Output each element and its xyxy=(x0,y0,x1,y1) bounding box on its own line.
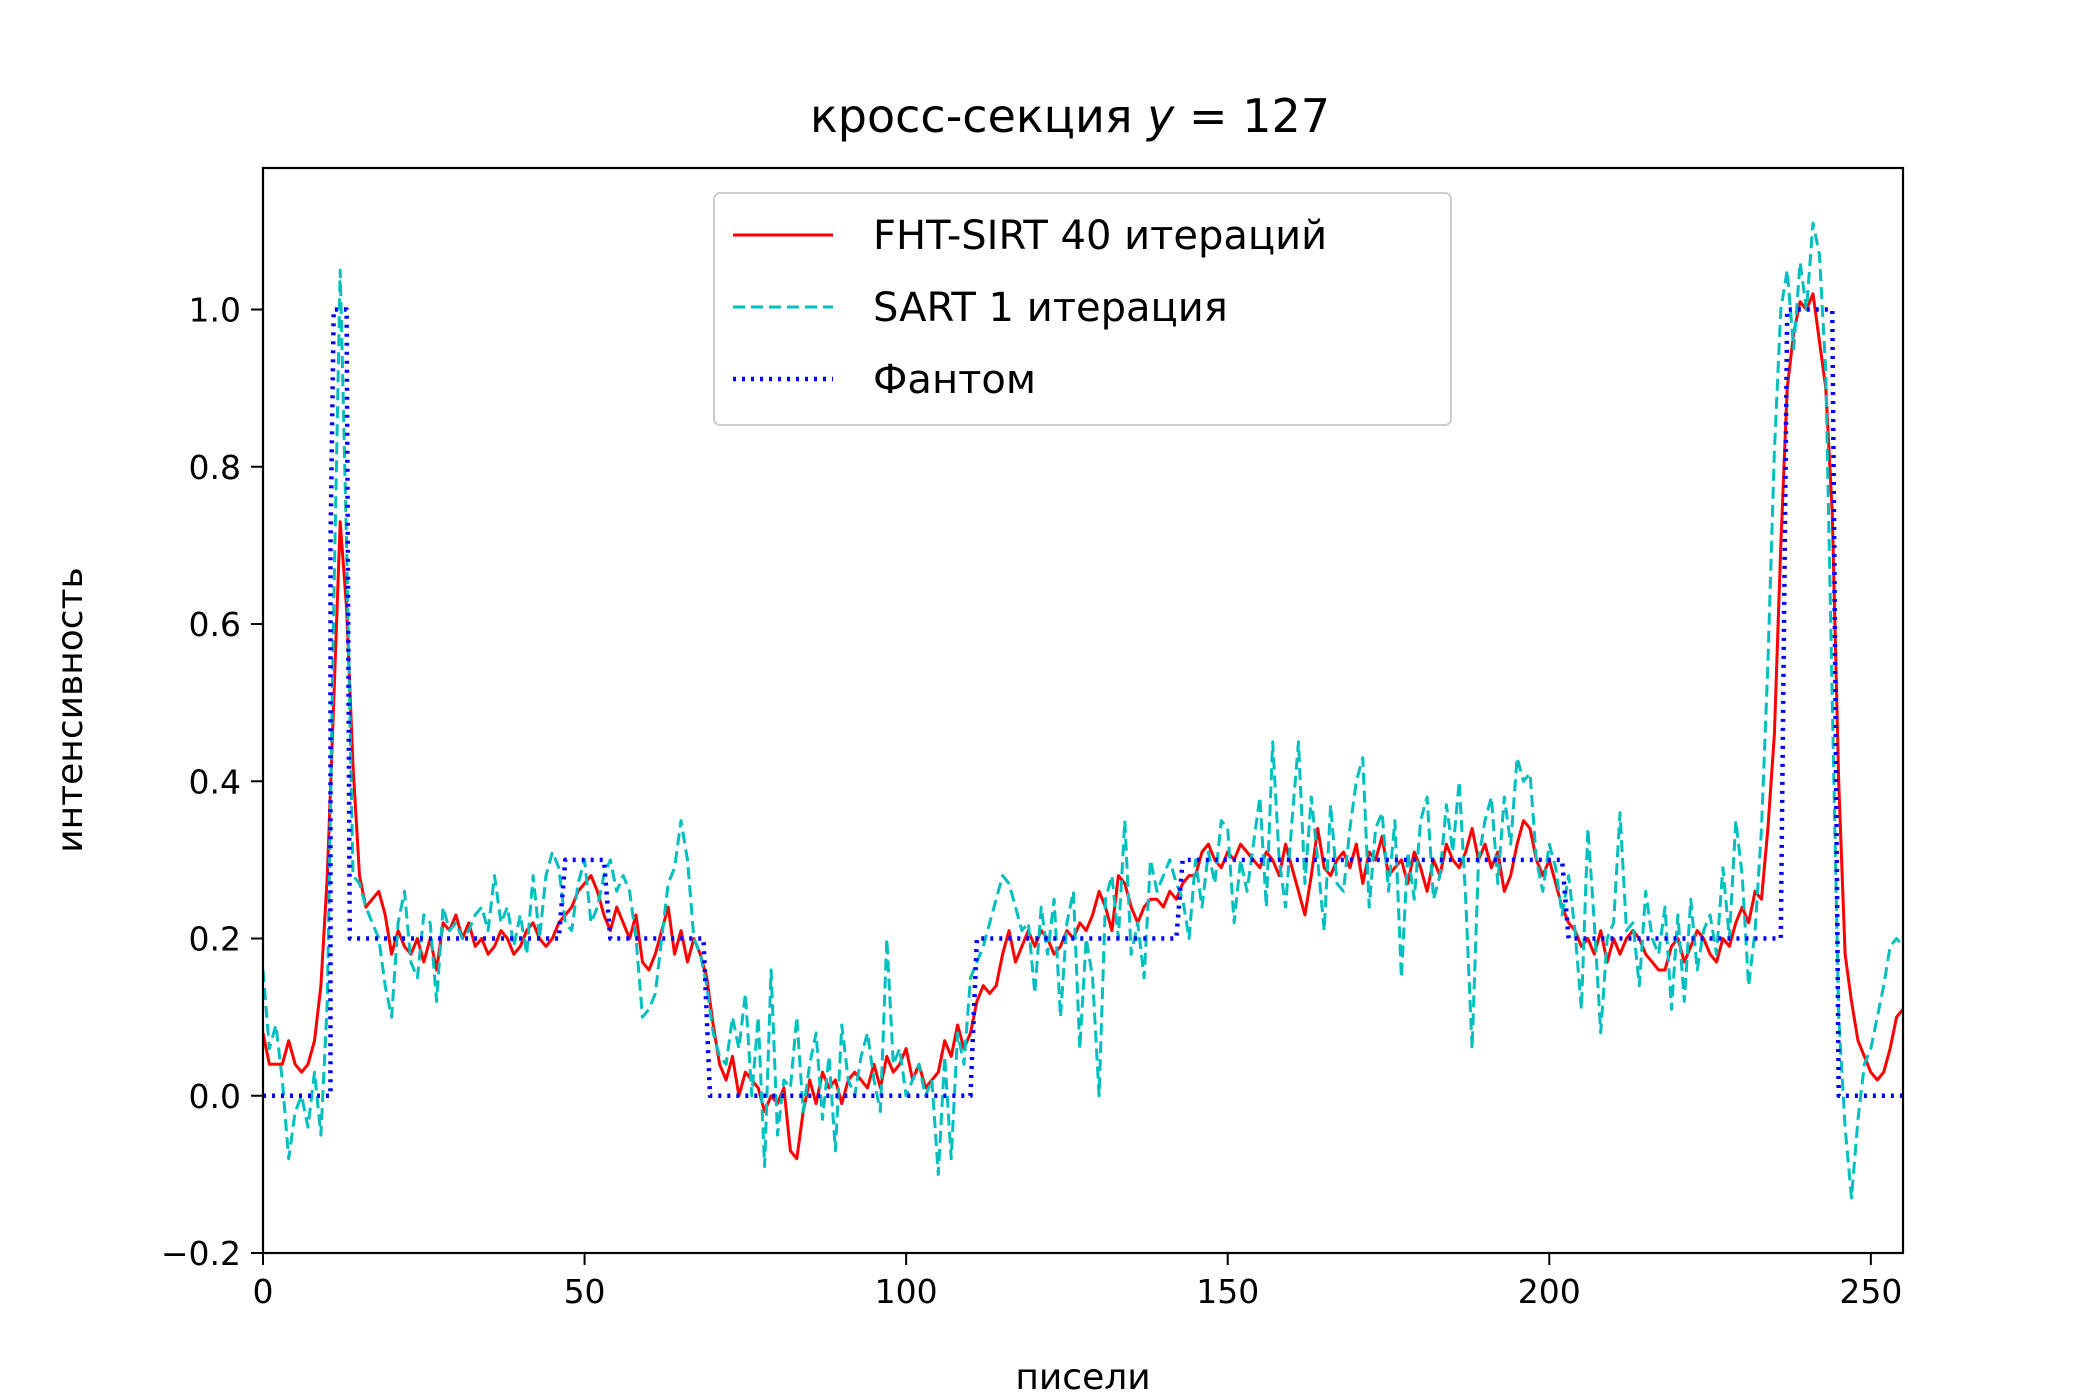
legend: FHT-SIRT 40 итераций SART 1 итерация Фанто… xyxy=(713,192,1452,426)
chart-title-variable: y xyxy=(1145,89,1175,143)
legend-label-0: FHT-SIRT 40 итераций xyxy=(873,213,1327,259)
legend-label-1: SART 1 итерация xyxy=(873,285,1228,331)
x-tick-label: 250 xyxy=(1839,1272,1902,1311)
series-layer xyxy=(263,221,1903,1200)
y-tick-label: −0.2 xyxy=(161,1234,241,1273)
x-tick-label: 150 xyxy=(1196,1272,1259,1311)
legend-box xyxy=(713,192,1452,426)
series-line-0 xyxy=(263,292,1903,1161)
x-tick-label: 50 xyxy=(564,1272,606,1311)
chart-title-text: кросс-секция xyxy=(810,89,1133,143)
legend-label-2: Фантом xyxy=(873,357,1036,403)
y-tick-label: 1.0 xyxy=(189,291,241,330)
y-tick-label: 0.8 xyxy=(189,448,241,487)
series-line-1 xyxy=(263,221,1903,1200)
x-tick-label: 200 xyxy=(1518,1272,1581,1311)
x-axis-label: писели xyxy=(1015,1357,1150,1398)
y-axis-label: интенсивность xyxy=(50,567,91,853)
plot-frame xyxy=(261,166,1905,1255)
legend-entries: FHT-SIRT 40 итераций SART 1 итерация Фанто… xyxy=(733,213,1327,403)
y-tick-label: 0.0 xyxy=(189,1077,241,1116)
y-tick-label: 0.4 xyxy=(189,762,241,801)
x-tick-label: 100 xyxy=(875,1272,938,1311)
x-axis-ticks: 0 50 100 150 200 250 xyxy=(253,1253,1902,1311)
y-axis-ticks: −0.2 0.0 0.2 0.4 0.6 0.8 1.0 xyxy=(161,291,263,1273)
chart-title-equation: = 127 xyxy=(1189,89,1330,143)
series-line-2 xyxy=(263,307,1903,1099)
y-tick-label: 0.2 xyxy=(189,920,241,959)
x-tick-label: 0 xyxy=(253,1272,274,1311)
y-tick-label: 0.6 xyxy=(189,605,241,644)
chart-title: кросс-секция y = 127 xyxy=(810,89,1330,143)
